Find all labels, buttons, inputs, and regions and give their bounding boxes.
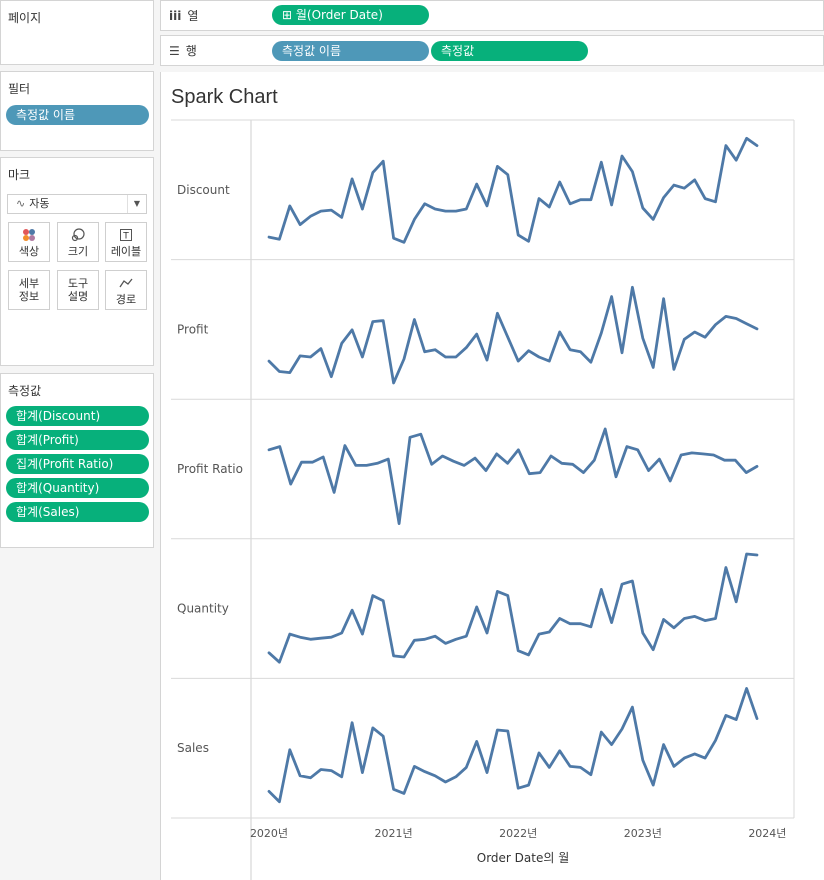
sparkline [267,427,759,526]
measure-pill[interactable]: 합계(Discount) [6,406,149,426]
columns-shelf: iii 열 ⊞ 월(Order Date) [160,0,824,31]
tooltip-button[interactable]: 도구 설명 [57,270,99,310]
row-label: Sales [177,741,209,755]
path-icon [106,275,146,291]
measure-pill[interactable]: 합계(Profit) [6,430,149,450]
label-icon: T [106,227,146,243]
sparkline [267,552,759,664]
chevron-down-icon[interactable]: ▼ [127,195,146,213]
filters-card-title: 필터 [8,82,31,96]
viz-title: Spark Chart [171,86,278,108]
pages-card-title: 페이지 [8,11,42,25]
path-button[interactable]: 경로 [105,270,147,310]
color-button[interactable]: 색상 [8,222,50,262]
measure-pill[interactable]: 집계(Profit Ratio) [6,454,149,474]
tooltip-label: 도구 설명 [67,277,89,303]
measure-names-pill[interactable]: 측정값 이름 [272,41,429,61]
sparkline [267,285,759,385]
pages-card: 페이지 [0,0,154,65]
color-icon [9,227,49,243]
label-label: 레이블 [110,245,142,258]
mark-type-value: 자동 [29,197,50,210]
rows-shelf-label: ☰ 행 [169,42,197,59]
columns-label: 열 [187,9,199,23]
order-date-month-pill[interactable]: ⊞ 월(Order Date) [272,5,429,25]
filter-measure-names-pill[interactable]: 측정값 이름 [6,105,149,125]
sparkline [267,687,759,804]
sparkline [267,136,759,244]
x-tick-label: 2022년 [499,827,537,840]
columns-icon: iii [169,9,182,23]
x-axis-title: Order Date의 월 [477,851,570,865]
row-label: Profit [177,322,209,336]
mark-type-dropdown[interactable]: ∿ 자동 ▼ [7,194,147,214]
x-tick-label: 2024년 [748,827,786,840]
columns-shelf-label: iii 열 [169,7,198,24]
color-label: 색상 [18,245,40,258]
measure-values-pill[interactable]: 측정값 [431,41,588,61]
row-label: Profit Ratio [177,462,243,476]
x-tick-label: 2020년 [250,827,288,840]
rows-icon: ☰ [169,44,180,58]
line-mark-icon: ∿ [16,197,26,210]
detail-button[interactable]: 세부 정보 [8,270,50,310]
rows-shelf: ☰ 행 측정값 이름 측정값 [160,35,824,66]
x-tick-label: 2021년 [375,827,413,840]
label-button[interactable]: T 레이블 [105,222,147,262]
x-tick-label: 2023년 [624,827,662,840]
row-label: Discount [177,183,230,197]
measure-values-card: 측정값 합계(Discount) 합계(Profit) 집계(Profit Ra… [0,373,154,548]
viz-area: Spark Chart Discount Profit Profit Ratio Qu… [160,72,824,880]
detail-label: 세부 정보 [18,277,40,303]
size-button[interactable]: 크기 [57,222,99,262]
measure-values-card-title: 측정값 [8,384,42,398]
size-icon [58,227,98,243]
marks-card-title: 마크 [8,168,31,182]
measure-pill[interactable]: 합계(Quantity) [6,478,149,498]
marks-card: 마크 ∿ 자동 ▼ 색상 크기 T 레이블 세부 정보 도구 설명 경로 [0,157,154,366]
path-label: 경로 [115,293,137,306]
size-label: 크기 [67,245,89,258]
svg-text:T: T [122,232,129,242]
row-label: Quantity [177,602,229,616]
measure-pill[interactable]: 합계(Sales) [6,502,149,522]
filters-card: 필터 측정값 이름 [0,71,154,151]
rows-label: 행 [185,44,197,58]
